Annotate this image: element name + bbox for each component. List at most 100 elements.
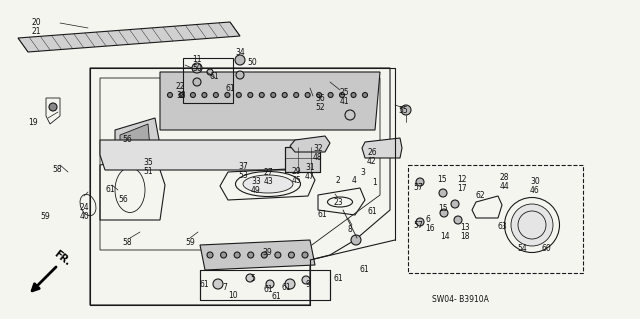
Text: 42: 42: [367, 157, 376, 166]
Polygon shape: [115, 118, 160, 168]
Circle shape: [266, 280, 274, 288]
Polygon shape: [290, 136, 330, 152]
Circle shape: [192, 63, 202, 73]
Circle shape: [289, 252, 294, 258]
Bar: [200, 270, 330, 300]
Text: 61: 61: [106, 185, 116, 194]
Text: 12: 12: [457, 175, 467, 184]
Circle shape: [225, 93, 230, 98]
Text: 35: 35: [143, 158, 153, 167]
Circle shape: [191, 93, 195, 98]
Text: 43: 43: [264, 177, 274, 186]
Text: 54: 54: [517, 244, 527, 253]
Text: 4: 4: [352, 176, 357, 185]
Polygon shape: [18, 22, 240, 52]
Circle shape: [340, 93, 344, 98]
Text: 56: 56: [118, 195, 128, 204]
Text: 8: 8: [348, 225, 353, 234]
Text: 56: 56: [122, 135, 132, 144]
Circle shape: [451, 200, 459, 208]
Polygon shape: [200, 240, 315, 270]
Text: 6: 6: [425, 215, 430, 224]
Circle shape: [285, 279, 295, 289]
Text: 3: 3: [360, 168, 365, 177]
Text: 57: 57: [413, 221, 423, 230]
Circle shape: [454, 216, 462, 224]
Text: 11: 11: [192, 55, 202, 64]
Circle shape: [305, 93, 310, 98]
Text: 61: 61: [282, 283, 292, 292]
Circle shape: [221, 252, 227, 258]
Circle shape: [259, 93, 264, 98]
Circle shape: [234, 252, 240, 258]
Text: 37: 37: [238, 162, 248, 171]
Text: 46: 46: [530, 186, 540, 195]
Circle shape: [351, 235, 361, 245]
Circle shape: [302, 252, 308, 258]
Circle shape: [401, 105, 411, 115]
Circle shape: [235, 55, 245, 65]
Text: 61: 61: [333, 274, 342, 283]
Text: 22: 22: [176, 82, 186, 91]
Circle shape: [168, 93, 173, 98]
Circle shape: [261, 252, 268, 258]
Circle shape: [207, 252, 213, 258]
Ellipse shape: [243, 175, 293, 193]
Text: 15: 15: [438, 204, 447, 213]
Circle shape: [440, 209, 448, 217]
Polygon shape: [160, 72, 380, 130]
Text: 61: 61: [209, 72, 219, 81]
Ellipse shape: [511, 204, 553, 246]
Circle shape: [207, 69, 213, 75]
Circle shape: [351, 93, 356, 98]
Circle shape: [275, 252, 281, 258]
Text: 20: 20: [32, 18, 42, 27]
Text: 57: 57: [413, 183, 423, 192]
Text: 28: 28: [500, 173, 509, 182]
Circle shape: [416, 178, 424, 186]
Text: 53: 53: [238, 171, 248, 180]
Text: 63: 63: [498, 222, 508, 231]
Circle shape: [416, 218, 424, 226]
Circle shape: [213, 279, 223, 289]
Circle shape: [246, 274, 254, 282]
Text: 24: 24: [80, 203, 90, 212]
Text: 17: 17: [457, 184, 467, 193]
Text: 33: 33: [251, 177, 260, 186]
Text: 9: 9: [306, 280, 311, 289]
Circle shape: [362, 93, 367, 98]
Text: 18: 18: [460, 232, 470, 241]
Text: 23: 23: [334, 198, 344, 207]
Bar: [408, 165, 583, 273]
Circle shape: [236, 93, 241, 98]
Text: 39: 39: [262, 248, 272, 257]
Text: 60: 60: [542, 244, 552, 253]
Text: 41: 41: [340, 97, 349, 106]
Text: 50: 50: [192, 64, 202, 73]
Circle shape: [294, 93, 299, 98]
Bar: [183, 58, 233, 103]
Text: 61: 61: [368, 207, 378, 216]
Text: 31: 31: [305, 163, 315, 172]
Text: 15: 15: [437, 175, 447, 184]
Circle shape: [317, 93, 322, 98]
Text: 34: 34: [235, 48, 244, 57]
Text: 59: 59: [185, 238, 195, 247]
Text: 1: 1: [372, 178, 377, 187]
Text: 52: 52: [315, 103, 324, 112]
Circle shape: [202, 93, 207, 98]
Circle shape: [248, 93, 253, 98]
Text: 21: 21: [32, 27, 42, 36]
Text: 5: 5: [250, 274, 255, 283]
Text: SW04- B3910A: SW04- B3910A: [432, 295, 489, 304]
Text: 49: 49: [251, 186, 260, 195]
Text: 26: 26: [367, 148, 376, 157]
Text: 62: 62: [475, 191, 484, 200]
Circle shape: [282, 93, 287, 98]
Text: 27: 27: [264, 168, 274, 177]
Text: 45: 45: [292, 176, 301, 185]
Bar: [285, 147, 320, 172]
Text: 48: 48: [313, 153, 323, 162]
Text: 13: 13: [460, 223, 470, 232]
Text: 59: 59: [40, 212, 50, 221]
